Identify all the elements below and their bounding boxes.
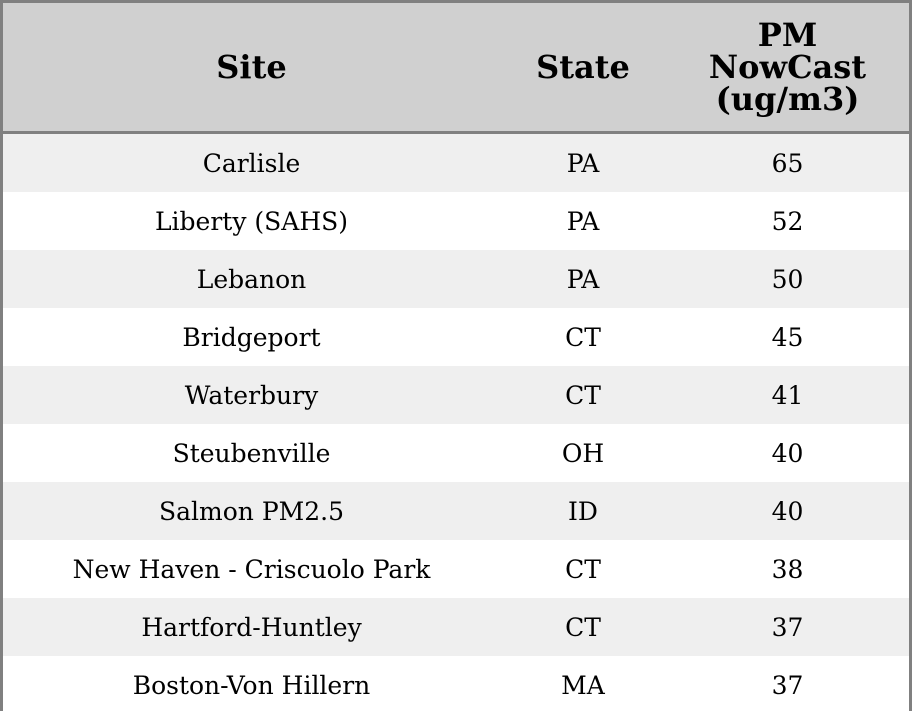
cell-state: CT — [565, 612, 601, 642]
table-row: Steubenville OH 40 — [3, 424, 909, 482]
table-row: Lebanon PA 50 — [3, 250, 909, 308]
cell-site: Lebanon — [196, 264, 307, 294]
cell-site: Hartford-Huntley — [141, 612, 362, 642]
cell-site: Bridgeport — [182, 322, 321, 352]
table-body: Carlisle PA 65 Liberty (SAHS) PA 52 Lebanon PA 5… — [3, 134, 909, 714]
table-row: Bridgeport CT 45 — [3, 308, 909, 366]
cell-pm-nowcast: 37 — [771, 612, 804, 642]
table-header: Site State PM NowCast (ug/m3) — [3, 3, 909, 134]
cell-pm-nowcast: 37 — [771, 670, 804, 700]
cell-site: Liberty (SAHS) — [154, 206, 349, 236]
cell-site: Salmon PM2.5 — [158, 496, 344, 526]
cell-site: Boston-Von Hillern — [132, 670, 371, 700]
table-row: Carlisle PA 65 — [3, 134, 909, 192]
cell-state: PA — [566, 264, 600, 294]
cell-state: OH — [561, 438, 605, 468]
table-row: Hartford-Huntley CT 37 — [3, 598, 909, 656]
cell-site: Waterbury — [184, 380, 319, 410]
cell-state: CT — [565, 380, 601, 410]
cell-state: MA — [561, 670, 605, 700]
cell-pm-nowcast: 65 — [771, 148, 804, 178]
cell-site: New Haven - Criscuolo Park — [72, 554, 431, 584]
column-header-state: State — [536, 48, 630, 86]
cell-pm-nowcast: 40 — [771, 438, 804, 468]
cell-state: PA — [566, 206, 600, 236]
cell-state: CT — [565, 322, 601, 352]
column-header-site: Site — [216, 48, 287, 86]
cell-pm-nowcast: 38 — [771, 554, 804, 584]
table-row: Liberty (SAHS) PA 52 — [3, 192, 909, 250]
cell-state: ID — [568, 496, 598, 526]
cell-pm-nowcast: 50 — [771, 264, 804, 294]
column-header-pm-nowcast: PM NowCast (ug/m3) — [708, 16, 867, 118]
table-row: New Haven - Criscuolo Park CT 38 — [3, 540, 909, 598]
table-row: Salmon PM2.5 ID 40 — [3, 482, 909, 540]
cell-state: CT — [565, 554, 601, 584]
table-row: Boston-Von Hillern MA 37 — [3, 656, 909, 714]
cell-site: Carlisle — [202, 148, 301, 178]
table-row: Waterbury CT 41 — [3, 366, 909, 424]
cell-pm-nowcast: 45 — [771, 322, 804, 352]
cell-site: Steubenville — [172, 438, 331, 468]
cell-pm-nowcast: 41 — [771, 380, 804, 410]
cell-state: PA — [566, 148, 600, 178]
cell-pm-nowcast: 40 — [771, 496, 804, 526]
cell-pm-nowcast: 52 — [771, 206, 804, 236]
